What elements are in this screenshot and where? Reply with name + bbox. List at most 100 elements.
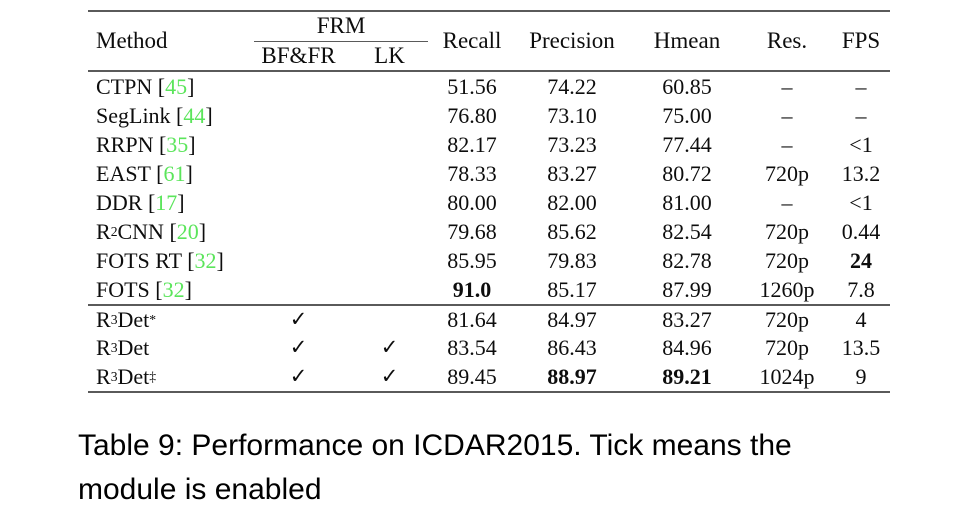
precision-cell: 82.00 bbox=[547, 189, 597, 215]
hmean-cell: 75.00 bbox=[662, 102, 712, 128]
table-row: RRPN [35] 82.17 73.23 77.44 – <1 bbox=[88, 130, 890, 159]
fps-cell: 0.44 bbox=[841, 218, 881, 244]
method-cell: R 3 Det * bbox=[96, 306, 157, 332]
res-cell: 720p bbox=[765, 334, 809, 360]
recall-cell: 91.0 bbox=[452, 276, 492, 302]
precision-cell: 86.43 bbox=[547, 334, 597, 360]
table-row: EAST [61] 78.33 83.27 80.72 720p 13.2 bbox=[88, 159, 890, 188]
res-cell: – bbox=[781, 102, 793, 128]
check-icon: ✓ bbox=[380, 364, 399, 388]
bffr-cell bbox=[250, 72, 347, 101]
recall-cell: 78.33 bbox=[447, 160, 497, 186]
frm-group-header: FRM BF&FR LK bbox=[250, 12, 432, 70]
hmean-cell: 80.72 bbox=[662, 160, 712, 186]
lk-cell bbox=[347, 188, 432, 217]
precision-cell: 73.10 bbox=[547, 102, 597, 128]
check-icon: ✓ bbox=[289, 364, 308, 388]
recall-cell: 85.95 bbox=[447, 247, 497, 273]
bffr-cell: ✓ bbox=[250, 333, 347, 362]
recall-cell: 76.80 bbox=[447, 102, 497, 128]
col-header-precision: Precision bbox=[529, 28, 615, 53]
frm-subheader-row: BF&FR LK bbox=[250, 42, 432, 71]
bffr-cell bbox=[250, 101, 347, 130]
recall-cell: 82.17 bbox=[447, 131, 497, 157]
bffr-cell: ✓ bbox=[250, 306, 347, 333]
fps-cell: 13.2 bbox=[841, 160, 881, 186]
lk-cell bbox=[347, 101, 432, 130]
table-header: Method FRM BF&FR LK Recall Precision Hme… bbox=[88, 12, 890, 70]
recall-cell: 89.45 bbox=[447, 363, 497, 389]
precision-cell: 73.23 bbox=[547, 131, 597, 157]
col-header-method: Method bbox=[96, 28, 168, 53]
citation-number: 32 bbox=[194, 247, 217, 273]
bffr-cell bbox=[250, 217, 347, 246]
method-cell: R 2 CNN [20] bbox=[96, 218, 207, 244]
citation-number: 35 bbox=[166, 131, 189, 157]
precision-cell: 88.97 bbox=[547, 363, 597, 389]
recall-cell: 81.64 bbox=[447, 306, 497, 332]
fps-cell: – bbox=[855, 102, 867, 128]
res-cell: – bbox=[781, 189, 793, 215]
method-cell: SegLink [44] bbox=[96, 102, 213, 128]
col-header-fps: FPS bbox=[841, 28, 881, 53]
fps-cell: 24 bbox=[850, 247, 872, 273]
res-cell: 1260p bbox=[759, 276, 815, 302]
fps-cell: 13.5 bbox=[841, 334, 881, 360]
precision-cell: 74.22 bbox=[547, 73, 597, 99]
fps-cell: 7.8 bbox=[847, 276, 875, 302]
col-header-lk: LK bbox=[374, 42, 405, 68]
bffr-cell bbox=[250, 130, 347, 159]
method-cell: CTPN [45] bbox=[96, 73, 195, 99]
precision-cell: 83.27 bbox=[547, 160, 597, 186]
precision-cell: 85.62 bbox=[547, 218, 597, 244]
lk-cell bbox=[347, 72, 432, 101]
citation-number: 20 bbox=[176, 218, 199, 244]
recall-cell: 51.56 bbox=[447, 73, 497, 99]
lk-cell bbox=[347, 275, 432, 304]
hmean-cell: 77.44 bbox=[662, 131, 712, 157]
res-cell: 1024p bbox=[759, 363, 815, 389]
check-icon: ✓ bbox=[289, 307, 308, 331]
caption-line: module is enabled bbox=[78, 473, 322, 506]
lk-cell bbox=[347, 306, 432, 333]
hmean-cell: 89.21 bbox=[662, 363, 712, 389]
res-cell: 720p bbox=[765, 306, 809, 332]
res-cell: 720p bbox=[765, 247, 809, 273]
hmean-cell: 87.99 bbox=[662, 276, 712, 302]
bffr-cell bbox=[250, 246, 347, 275]
hmean-cell: 84.96 bbox=[662, 334, 712, 360]
recall-cell: 83.54 bbox=[447, 334, 497, 360]
caption-line: Table 9: Performance on ICDAR2015. Tick … bbox=[78, 429, 792, 462]
citation-number: 61 bbox=[163, 160, 186, 186]
bffr-cell bbox=[250, 159, 347, 188]
fps-cell: – bbox=[855, 73, 867, 99]
fps-cell: 4 bbox=[855, 306, 867, 332]
precision-cell: 85.17 bbox=[547, 276, 597, 302]
fps-cell: <1 bbox=[849, 189, 873, 215]
res-cell: – bbox=[781, 131, 793, 157]
table-row: R 3 Det ✓ ✓ 83.54 86.43 84.96 720p 13.5 bbox=[88, 333, 890, 362]
citation-number: 17 bbox=[155, 189, 178, 215]
method-cell: FOTS [32] bbox=[96, 276, 192, 302]
res-cell: 720p bbox=[765, 218, 809, 244]
table-row: SegLink [44] 76.80 73.10 75.00 – – bbox=[88, 101, 890, 130]
res-cell: – bbox=[781, 73, 793, 99]
method-cell: FOTS RT [32] bbox=[96, 247, 224, 273]
recall-cell: 79.68 bbox=[447, 218, 497, 244]
col-header-bffr: BF&FR bbox=[261, 42, 336, 68]
fps-cell: <1 bbox=[849, 131, 873, 157]
table-top-rule bbox=[88, 10, 890, 12]
check-icon: ✓ bbox=[289, 335, 308, 359]
lk-cell: ✓ bbox=[347, 362, 432, 391]
bffr-cell bbox=[250, 188, 347, 217]
table-row: R 3 Det ‡ ✓ ✓ 89.45 88.97 89.21 1024p 9 bbox=[88, 362, 890, 391]
bffr-cell bbox=[250, 275, 347, 304]
method-cell: EAST [61] bbox=[96, 160, 193, 186]
hmean-cell: 81.00 bbox=[662, 189, 712, 215]
hmean-cell: 82.54 bbox=[662, 218, 712, 244]
lk-cell: ✓ bbox=[347, 333, 432, 362]
table-body: CTPN [45] 51.56 74.22 60.85 – – SegLink [44] 76… bbox=[88, 72, 890, 391]
table-row: R 2 CNN [20] 79.68 85.62 82.54 720p 0.44 bbox=[88, 217, 890, 246]
bffr-cell: ✓ bbox=[250, 362, 347, 391]
